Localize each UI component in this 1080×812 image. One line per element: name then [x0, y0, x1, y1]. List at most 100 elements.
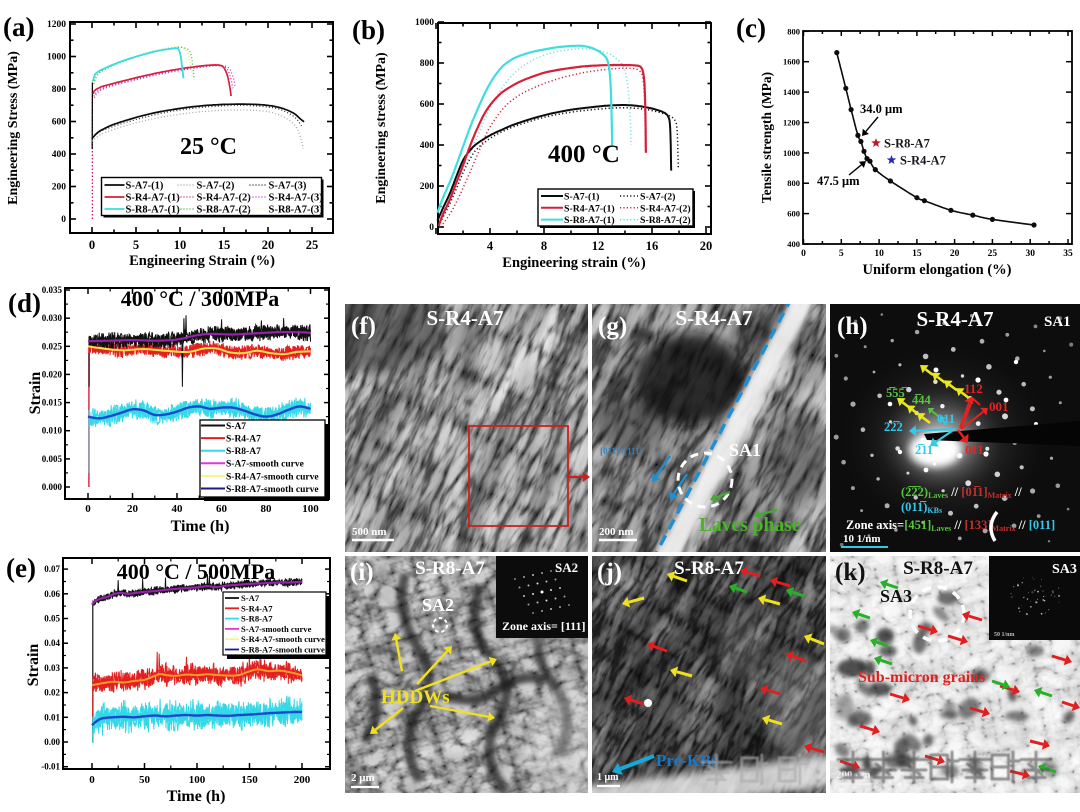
svg-text:15: 15 [218, 238, 231, 252]
svg-text:S-A7-(3): S-A7-(3) [269, 181, 307, 192]
svg-text:200: 200 [294, 774, 311, 786]
svg-text:S-R4-A7-(2): S-R4-A7-(2) [197, 193, 252, 204]
svg-text:80: 80 [261, 503, 273, 515]
svg-text:5̅55̅: 5̅55̅ [886, 386, 909, 400]
svg-text:(f): (f) [351, 313, 376, 340]
svg-text:20: 20 [262, 238, 275, 252]
svg-text:10: 10 [174, 238, 187, 252]
svg-text:S-R4-A7: S-R4-A7 [676, 306, 753, 330]
svg-text:200: 200 [420, 182, 435, 192]
svg-text:1200: 1200 [783, 118, 800, 128]
svg-text:0.005: 0.005 [42, 454, 63, 464]
svg-text:S-R8-A7: S-R8-A7 [226, 447, 261, 457]
svg-text:8: 8 [541, 239, 547, 253]
svg-text:800: 800 [420, 59, 435, 69]
svg-text:0.000: 0.000 [42, 482, 63, 492]
svg-text:(c): (c) [736, 13, 766, 43]
svg-text:800: 800 [787, 178, 800, 188]
svg-text:400 °C / 500MPa: 400 °C / 500MPa [117, 559, 276, 584]
svg-text:0.07: 0.07 [44, 564, 60, 574]
svg-text:S-R4-A7: S-R4-A7 [427, 306, 504, 330]
svg-text:S-R8-A7: S-R8-A7 [903, 558, 973, 579]
svg-text:SA3: SA3 [880, 586, 912, 606]
svg-text:SA2: SA2 [422, 595, 454, 615]
svg-text:20: 20 [127, 503, 139, 515]
svg-text:0.00: 0.00 [44, 737, 60, 747]
svg-text:S-R4-A7: S-R4-A7 [226, 435, 261, 445]
svg-text:150: 150 [241, 774, 258, 786]
svg-text:S-R4-A7-(3): S-R4-A7-(3) [269, 193, 324, 204]
svg-text:5: 5 [839, 249, 844, 259]
svg-text:SA2: SA2 [555, 560, 578, 575]
svg-text:S-R4-A7-(2): S-R4-A7-(2) [640, 203, 691, 214]
svg-text:S-A7: S-A7 [226, 422, 246, 432]
svg-text:(b): (b) [352, 15, 385, 45]
svg-text:200: 200 [52, 183, 67, 193]
svg-text:(d): (d) [8, 288, 41, 318]
svg-text:4: 4 [487, 239, 494, 253]
svg-text:0.03: 0.03 [44, 663, 60, 673]
svg-text:0: 0 [85, 503, 91, 515]
svg-text:S-A7-smooth curve: S-A7-smooth curve [241, 624, 312, 634]
svg-text:1400: 1400 [783, 87, 800, 97]
svg-text:400: 400 [420, 141, 435, 151]
svg-text:0.05: 0.05 [44, 614, 60, 624]
svg-text:0.02: 0.02 [44, 688, 60, 698]
svg-text:(e): (e) [6, 553, 36, 583]
svg-text:25: 25 [306, 238, 319, 252]
svg-text:1600: 1600 [783, 57, 800, 67]
svg-text:500 nm: 500 nm [352, 526, 387, 538]
svg-text:2̅11: 2̅11 [915, 443, 933, 457]
svg-text:0: 0 [801, 249, 806, 259]
svg-text:-0.01: -0.01 [41, 762, 60, 772]
svg-text:25: 25 [988, 249, 998, 259]
svg-text:S-R4-A7: S-R4-A7 [917, 307, 994, 331]
svg-text:800: 800 [787, 26, 800, 36]
svg-text:S-A7-(1): S-A7-(1) [564, 192, 599, 203]
svg-text:0.06: 0.06 [44, 589, 60, 599]
svg-text:100: 100 [189, 774, 206, 786]
svg-text:15: 15 [912, 249, 922, 259]
svg-text:20: 20 [950, 249, 960, 259]
svg-text:Zone axis= [111]: Zone axis= [111] [502, 619, 586, 633]
svg-text:011: 011 [937, 412, 955, 426]
svg-text:1 μm: 1 μm [597, 772, 619, 783]
svg-text:1200: 1200 [47, 20, 66, 30]
svg-text:S-R4-A7-(1): S-R4-A7-(1) [564, 203, 615, 214]
svg-text:50 1/nm: 50 1/nm [994, 632, 1015, 638]
svg-text:S-R4-A7: S-R4-A7 [900, 154, 946, 168]
svg-text:22̅2: 22̅2 [884, 420, 903, 434]
svg-text:1000: 1000 [47, 53, 66, 63]
svg-text:12: 12 [592, 239, 605, 253]
svg-text:Time (h): Time (h) [171, 518, 230, 535]
svg-text:Engineering Strain (%): Engineering Strain (%) [129, 253, 275, 269]
svg-text:S-R8-A7-smooth curve: S-R8-A7-smooth curve [241, 645, 325, 655]
svg-text:S-A7-(2): S-A7-(2) [197, 181, 235, 192]
svg-text:0: 0 [89, 774, 95, 786]
svg-text:800: 800 [52, 85, 67, 95]
svg-text:Strain: Strain [27, 372, 44, 415]
svg-text:Zone axis=[451]Laves // [133]M: Zone axis=[451]Laves // [133]Matrix // [… [846, 518, 1055, 533]
svg-text:Engineering Stress (MPa): Engineering Stress (MPa) [6, 51, 21, 205]
svg-text:S-R8-A7-(1): S-R8-A7-(1) [564, 215, 615, 226]
svg-text:50: 50 [139, 774, 151, 786]
svg-text:0: 0 [89, 238, 95, 252]
svg-text:100: 100 [302, 503, 319, 515]
svg-text:[011]//[1̲11]: [011]//[1̲11] [600, 446, 643, 456]
svg-text:(k): (k) [835, 559, 866, 586]
svg-text:47.5 μm: 47.5 μm [817, 174, 860, 188]
svg-text:400: 400 [52, 150, 67, 160]
svg-text:20: 20 [700, 239, 713, 253]
svg-text:112: 112 [964, 381, 983, 396]
svg-text:Uniform elongation (%): Uniform elongation (%) [862, 262, 1011, 278]
svg-text:35: 35 [1063, 249, 1073, 259]
svg-text:011: 011 [965, 442, 984, 457]
svg-text:60: 60 [216, 503, 228, 515]
svg-text:S-R4-A7-smooth curve: S-R4-A7-smooth curve [226, 472, 319, 482]
svg-text:S-R4-A7-smooth curve: S-R4-A7-smooth curve [241, 634, 325, 644]
svg-text:Sub-micron grains: Sub-micron grains [858, 669, 985, 686]
svg-text:400: 400 [787, 239, 800, 249]
svg-text:S-R8-A7-(1): S-R8-A7-(1) [126, 205, 181, 216]
svg-text:S-R8-A7-(2): S-R8-A7-(2) [197, 205, 252, 216]
svg-text:SA1: SA1 [729, 440, 761, 460]
